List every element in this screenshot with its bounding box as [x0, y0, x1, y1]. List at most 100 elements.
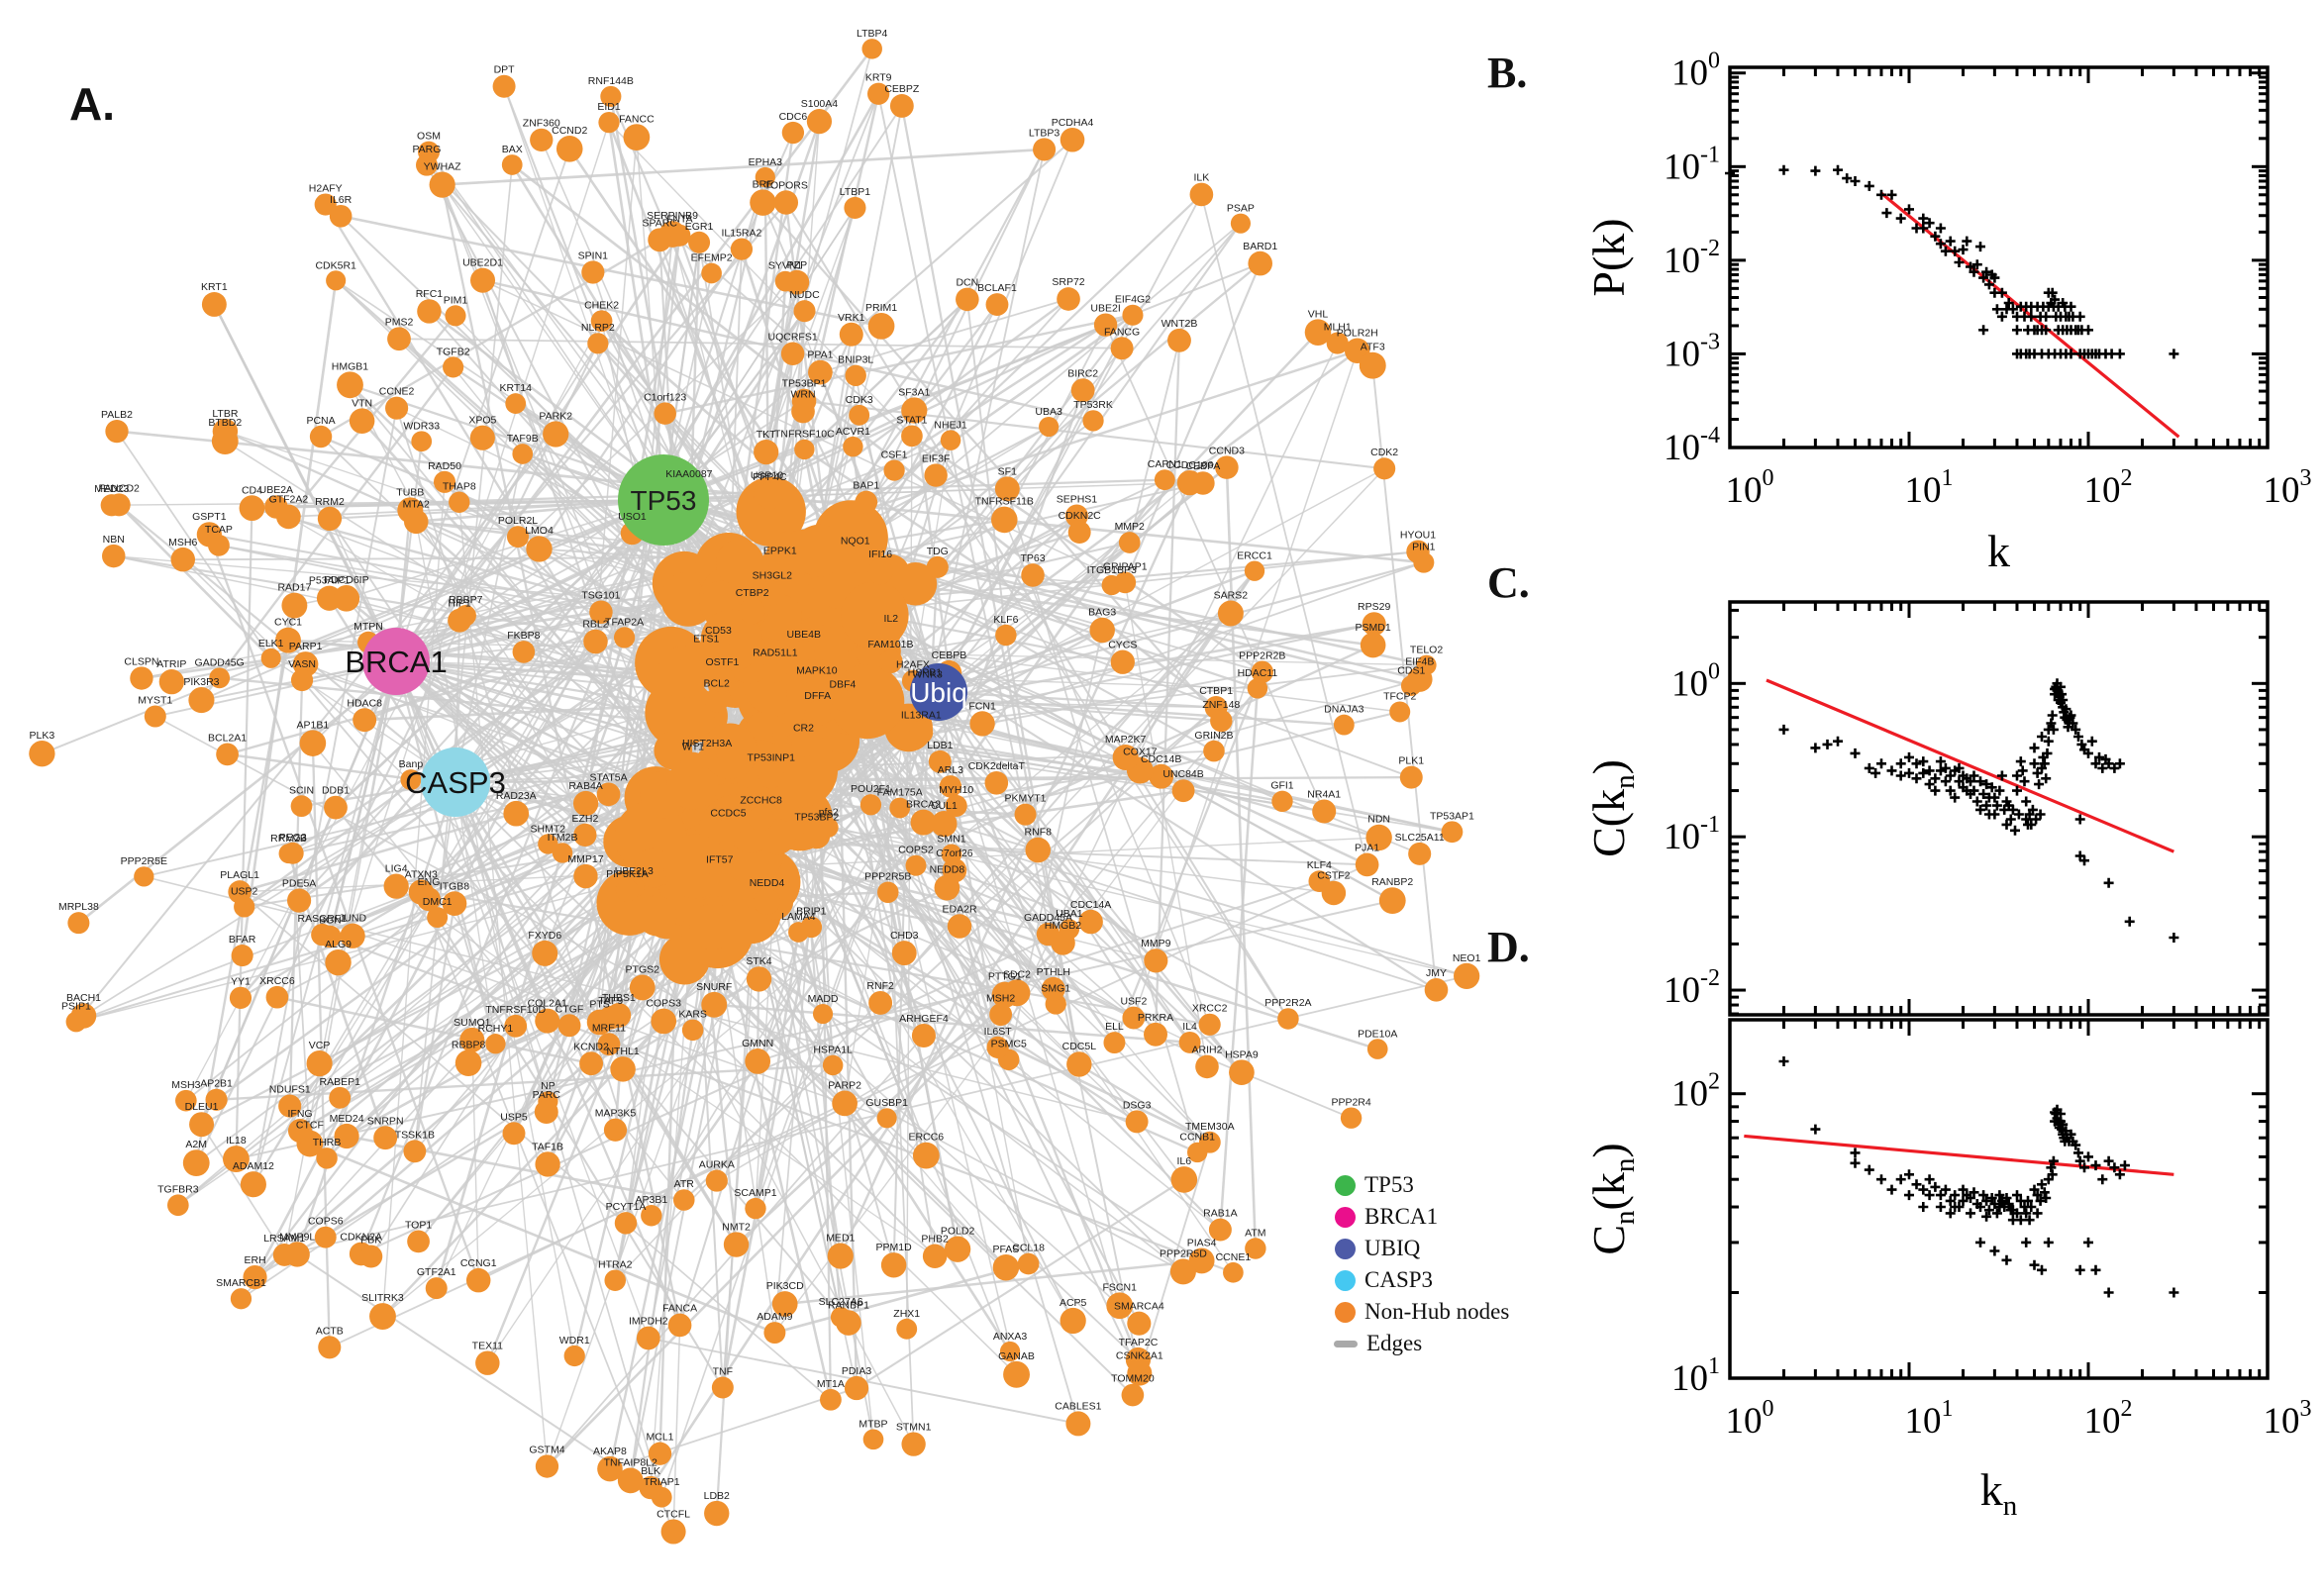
network-node[interactable]: [1110, 337, 1134, 360]
network-node[interactable]: [314, 193, 337, 216]
network-node[interactable]: [763, 733, 839, 808]
network-node[interactable]: [1039, 416, 1060, 438]
network-node[interactable]: [1373, 457, 1396, 480]
network-node[interactable]: [535, 1454, 559, 1478]
network-node[interactable]: [615, 878, 640, 902]
network-node[interactable]: [623, 124, 651, 151]
network-node[interactable]: [768, 555, 791, 579]
network-node[interactable]: [492, 74, 516, 98]
network-node[interactable]: [944, 1236, 971, 1262]
network-node[interactable]: [532, 940, 558, 966]
network-node[interactable]: [889, 797, 911, 819]
network-node[interactable]: [992, 1253, 1020, 1281]
network-node[interactable]: [433, 470, 456, 493]
network-node[interactable]: [1103, 1032, 1126, 1054]
network-node[interactable]: [318, 1336, 342, 1359]
network-node[interactable]: [1014, 803, 1037, 826]
network-node[interactable]: [969, 711, 995, 737]
network-node[interactable]: [299, 730, 327, 756]
network-node[interactable]: [448, 608, 472, 633]
network-node[interactable]: [563, 1345, 585, 1367]
network-node[interactable]: [1400, 675, 1422, 696]
network-node[interactable]: [845, 364, 866, 387]
network-node[interactable]: [1304, 319, 1332, 346]
network-node[interactable]: [598, 111, 620, 134]
network-node[interactable]: [750, 189, 776, 216]
network-node[interactable]: [1365, 824, 1392, 851]
network-node[interactable]: [287, 888, 312, 913]
network-node[interactable]: [880, 1252, 907, 1278]
network-node[interactable]: [597, 1455, 623, 1482]
network-node[interactable]: [939, 775, 962, 798]
network-node[interactable]: [264, 495, 288, 519]
network-node[interactable]: [349, 408, 375, 434]
network-node[interactable]: [275, 627, 301, 653]
network-node[interactable]: [867, 558, 893, 585]
network-node[interactable]: [901, 397, 928, 424]
network-node[interactable]: [705, 1169, 728, 1192]
network-node[interactable]: [427, 907, 449, 929]
network-node[interactable]: [831, 689, 854, 712]
network-node[interactable]: [1198, 1131, 1221, 1153]
network-node[interactable]: [243, 1264, 267, 1290]
network-node[interactable]: [1065, 1411, 1091, 1437]
network-node[interactable]: [403, 509, 429, 535]
network-node[interactable]: [278, 1094, 302, 1118]
network-node[interactable]: [1271, 790, 1293, 813]
network-node[interactable]: [1112, 745, 1139, 771]
network-node[interactable]: [763, 1322, 786, 1345]
network-node[interactable]: [1118, 532, 1141, 553]
network-node[interactable]: [842, 546, 868, 573]
network-node[interactable]: [1230, 213, 1251, 234]
network-node[interactable]: [701, 262, 722, 284]
network-node[interactable]: [758, 762, 784, 789]
network-node[interactable]: [309, 425, 333, 449]
network-node[interactable]: [429, 171, 455, 198]
network-node[interactable]: [597, 1033, 621, 1056]
network-node[interactable]: [512, 641, 536, 663]
network-node[interactable]: [572, 790, 599, 817]
network-node[interactable]: [1413, 551, 1435, 573]
network-node[interactable]: [688, 231, 711, 253]
network-node[interactable]: [629, 974, 656, 1001]
network-node[interactable]: [606, 1003, 632, 1028]
network-node[interactable]: [934, 874, 960, 901]
network-node[interactable]: [287, 1118, 313, 1144]
network-node[interactable]: [791, 733, 816, 758]
network-node[interactable]: [704, 1500, 730, 1527]
network-node[interactable]: [909, 720, 934, 745]
network-node[interactable]: [702, 723, 758, 779]
network-node[interactable]: [1360, 632, 1386, 658]
network-node[interactable]: [1057, 287, 1080, 311]
network-node[interactable]: [617, 1467, 644, 1494]
network-node[interactable]: [170, 547, 196, 572]
network-node[interactable]: [672, 1189, 695, 1211]
network-node[interactable]: [883, 459, 905, 481]
network-node[interactable]: [281, 592, 308, 619]
network-node[interactable]: [1378, 887, 1406, 915]
network-node[interactable]: [475, 1350, 500, 1375]
network-node[interactable]: [723, 1232, 750, 1257]
network-node[interactable]: [530, 128, 554, 152]
hub-node-brca1[interactable]: [362, 628, 430, 695]
network-node[interactable]: [100, 494, 123, 517]
network-node[interactable]: [877, 881, 899, 904]
network-node[interactable]: [29, 741, 55, 767]
network-node[interactable]: [709, 864, 731, 887]
network-node[interactable]: [182, 1149, 210, 1177]
network-node[interactable]: [1217, 600, 1244, 627]
network-node[interactable]: [469, 267, 496, 293]
network-node[interactable]: [105, 419, 129, 444]
network-node[interactable]: [999, 1341, 1021, 1362]
network-node[interactable]: [656, 646, 710, 699]
network-node[interactable]: [945, 794, 967, 818]
network-node[interactable]: [931, 811, 958, 838]
network-node[interactable]: [1189, 182, 1214, 207]
network-node[interactable]: [985, 293, 1009, 317]
network-node[interactable]: [928, 749, 952, 773]
network-node[interactable]: [1110, 649, 1135, 674]
network-node[interactable]: [844, 196, 866, 219]
network-node[interactable]: [880, 624, 902, 645]
network-node[interactable]: [781, 121, 805, 145]
network-node[interactable]: [707, 635, 730, 658]
